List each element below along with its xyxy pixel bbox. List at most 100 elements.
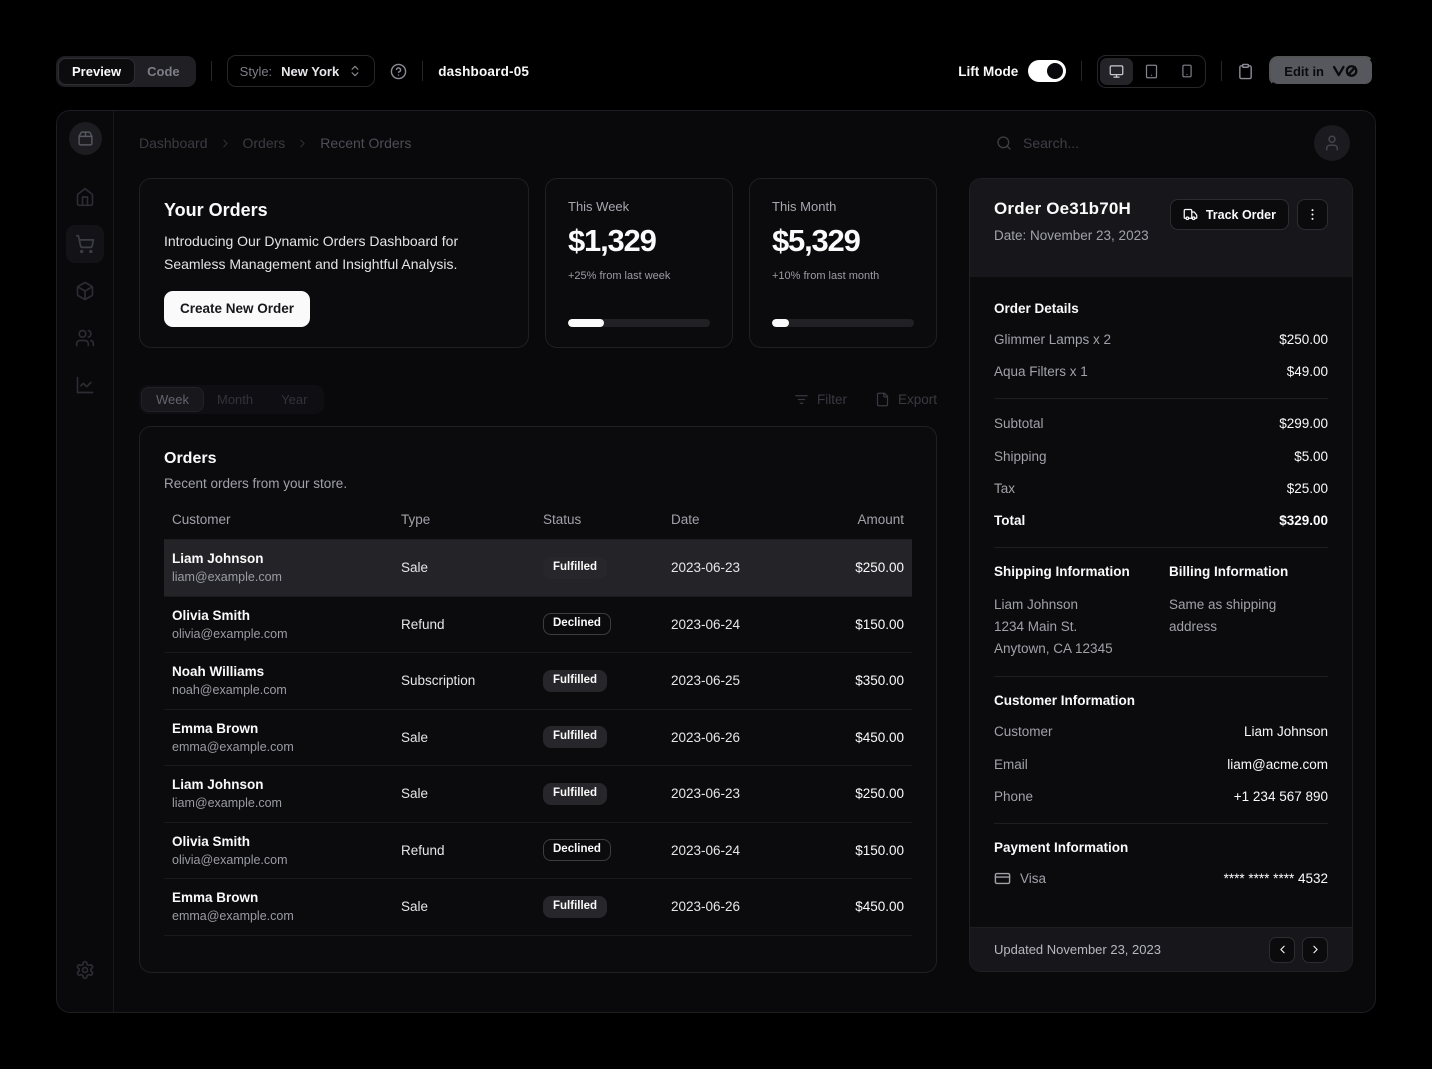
tab-year[interactable]: Year bbox=[281, 391, 308, 407]
shipping-label: Shipping bbox=[994, 448, 1047, 464]
filter-button[interactable]: Filter bbox=[794, 392, 847, 407]
sidebar-logo[interactable] bbox=[68, 122, 102, 155]
order-details-heading: Order Details bbox=[994, 301, 1079, 316]
table-row[interactable]: Noah Williams noah@example.com Subscript… bbox=[164, 653, 912, 710]
help-circle-icon[interactable] bbox=[390, 63, 407, 80]
copy-code-button[interactable] bbox=[1237, 63, 1254, 80]
track-order-button[interactable]: Track Order bbox=[1169, 199, 1289, 230]
customer-name: Olivia Smith bbox=[172, 833, 251, 849]
previous-order-button[interactable] bbox=[1269, 936, 1295, 963]
preview-tab[interactable]: Preview bbox=[59, 58, 135, 84]
phone-label: Phone bbox=[994, 789, 1034, 805]
order-item-row: Glimmer Lamps x 2 $250.00 bbox=[994, 331, 1328, 350]
tab-week[interactable]: Week bbox=[142, 387, 203, 411]
orders-subtitle: Recent orders from your store. bbox=[164, 476, 348, 491]
table-row[interactable]: Olivia Smith olivia@example.com Refund D… bbox=[164, 597, 912, 653]
edit-in-v0-button[interactable]: Edit in bbox=[1269, 56, 1374, 86]
customer-cell: Olivia Smith olivia@example.com bbox=[164, 834, 393, 867]
type-cell: Sale bbox=[401, 786, 429, 802]
table-row[interactable]: Liam Johnson liam@example.com Sale Fulfi… bbox=[164, 540, 912, 597]
smartphone-icon bbox=[1180, 64, 1194, 78]
next-order-button[interactable] bbox=[1302, 936, 1328, 963]
customer-email: emma@example.com bbox=[172, 909, 294, 924]
this-week-card: This Week $1,329 +25% from last week bbox=[545, 178, 733, 348]
style-select[interactable]: Style: New York bbox=[226, 55, 376, 87]
order-detail-panel: Order Oe31b70H Date: November 23, 2023 T… bbox=[969, 178, 1353, 972]
order-id-title: Order Oe31b70H bbox=[994, 199, 1131, 218]
sidebar bbox=[57, 111, 114, 1012]
package-icon bbox=[75, 281, 95, 301]
chevron-right-icon bbox=[219, 137, 232, 150]
column-header-amount: Amount bbox=[857, 512, 904, 527]
order-panel-footer: Updated November 23, 2023 bbox=[970, 927, 1352, 971]
order-date: Date: November 23, 2023 bbox=[994, 228, 1149, 243]
customer-email: liam@example.com bbox=[172, 796, 282, 811]
table-row[interactable]: Olivia Smith olivia@example.com Refund D… bbox=[164, 823, 912, 879]
status-cell: Fulfilled bbox=[535, 669, 663, 692]
amount-cell: $150.00 bbox=[855, 616, 904, 632]
customer-cell: Liam Johnson liam@example.com bbox=[164, 777, 393, 810]
sidebar-item-products[interactable] bbox=[66, 272, 104, 310]
customer-information-heading: Customer Information bbox=[994, 693, 1136, 709]
table-body: Liam Johnson liam@example.com Sale Fulfi… bbox=[164, 540, 912, 936]
breadcrumb-orders[interactable]: Orders bbox=[242, 135, 286, 151]
status-badge: Fulfilled bbox=[543, 669, 608, 692]
amount-cell: $350.00 bbox=[855, 673, 904, 689]
stat-delta: +25% from last week bbox=[568, 270, 671, 282]
code-tab[interactable]: Code bbox=[147, 63, 180, 79]
date-cell: 2023-06-23 bbox=[671, 560, 741, 576]
credit-card-icon bbox=[994, 870, 1011, 887]
table-row[interactable]: Emma Brown emma@example.com Sale Fulfill… bbox=[164, 879, 912, 936]
lift-mode-toggle[interactable] bbox=[1028, 60, 1067, 82]
table-row[interactable]: Emma Brown emma@example.com Sale Fulfill… bbox=[164, 710, 912, 766]
right-column: Order Oe31b70H Date: November 23, 2023 T… bbox=[969, 178, 1353, 1012]
device-tablet-button[interactable] bbox=[1135, 58, 1168, 85]
sidebar-item-customers[interactable] bbox=[66, 319, 104, 357]
preview-code-toggle: Preview Code bbox=[56, 55, 196, 87]
sidebar-item-home[interactable] bbox=[66, 178, 104, 216]
export-button[interactable]: Export bbox=[875, 392, 937, 407]
sidebar-item-settings[interactable] bbox=[66, 951, 104, 989]
file-icon bbox=[875, 392, 890, 407]
separator bbox=[994, 547, 1328, 549]
status-badge: Declined bbox=[543, 613, 611, 635]
progress-bar bbox=[772, 319, 914, 327]
top-toolbar: Preview Code Style: New York dashboard-0… bbox=[56, 54, 1374, 88]
lift-mode-label: Lift Mode bbox=[958, 63, 1019, 79]
sidebar-item-orders[interactable] bbox=[66, 225, 104, 263]
period-tabs: Week Month Year bbox=[139, 384, 325, 414]
updated-text: Updated November 23, 2023 bbox=[994, 942, 1161, 957]
line-chart-icon bbox=[75, 375, 95, 395]
email-label: Email bbox=[994, 756, 1028, 772]
sidebar-item-analytics[interactable] bbox=[66, 366, 104, 404]
truck-icon bbox=[1183, 207, 1198, 222]
device-phone-button[interactable] bbox=[1170, 58, 1203, 85]
column-header-type: Type bbox=[401, 512, 431, 527]
column-header-status: Status bbox=[543, 512, 582, 527]
tax-row: Tax $25.00 bbox=[994, 480, 1328, 499]
style-select-value: New York bbox=[281, 63, 340, 79]
avatar[interactable] bbox=[1314, 125, 1350, 161]
summary-cards-row: Your Orders Introducing Our Dynamic Orde… bbox=[139, 178, 937, 348]
create-new-order-button[interactable]: Create New Order bbox=[164, 290, 311, 327]
left-column: Your Orders Introducing Our Dynamic Orde… bbox=[139, 178, 937, 1012]
tab-month[interactable]: Month bbox=[217, 391, 254, 407]
separator bbox=[994, 676, 1328, 678]
stat-value: $1,329 bbox=[568, 223, 657, 258]
card-description: Introducing Our Dynamic Orders Dashboard… bbox=[164, 233, 459, 272]
breadcrumb-dashboard[interactable]: Dashboard bbox=[139, 135, 208, 151]
tablet-icon bbox=[1144, 64, 1159, 79]
export-label: Export bbox=[897, 391, 937, 407]
list-filter-icon bbox=[794, 392, 809, 407]
total-label: Total bbox=[994, 513, 1026, 529]
total-value: $329.00 bbox=[1279, 513, 1328, 529]
table-row[interactable]: Liam Johnson liam@example.com Sale Fulfi… bbox=[164, 766, 912, 823]
amount-cell: $250.00 bbox=[855, 786, 904, 802]
track-order-label: Track Order bbox=[1205, 207, 1276, 222]
chevron-right-icon bbox=[1309, 943, 1322, 956]
device-desktop-button[interactable] bbox=[1100, 57, 1134, 85]
customer-email: noah@example.com bbox=[172, 683, 287, 698]
search-input[interactable]: Search... bbox=[996, 135, 1314, 151]
customer-email: olivia@example.com bbox=[172, 626, 288, 641]
more-options-button[interactable] bbox=[1297, 199, 1328, 230]
